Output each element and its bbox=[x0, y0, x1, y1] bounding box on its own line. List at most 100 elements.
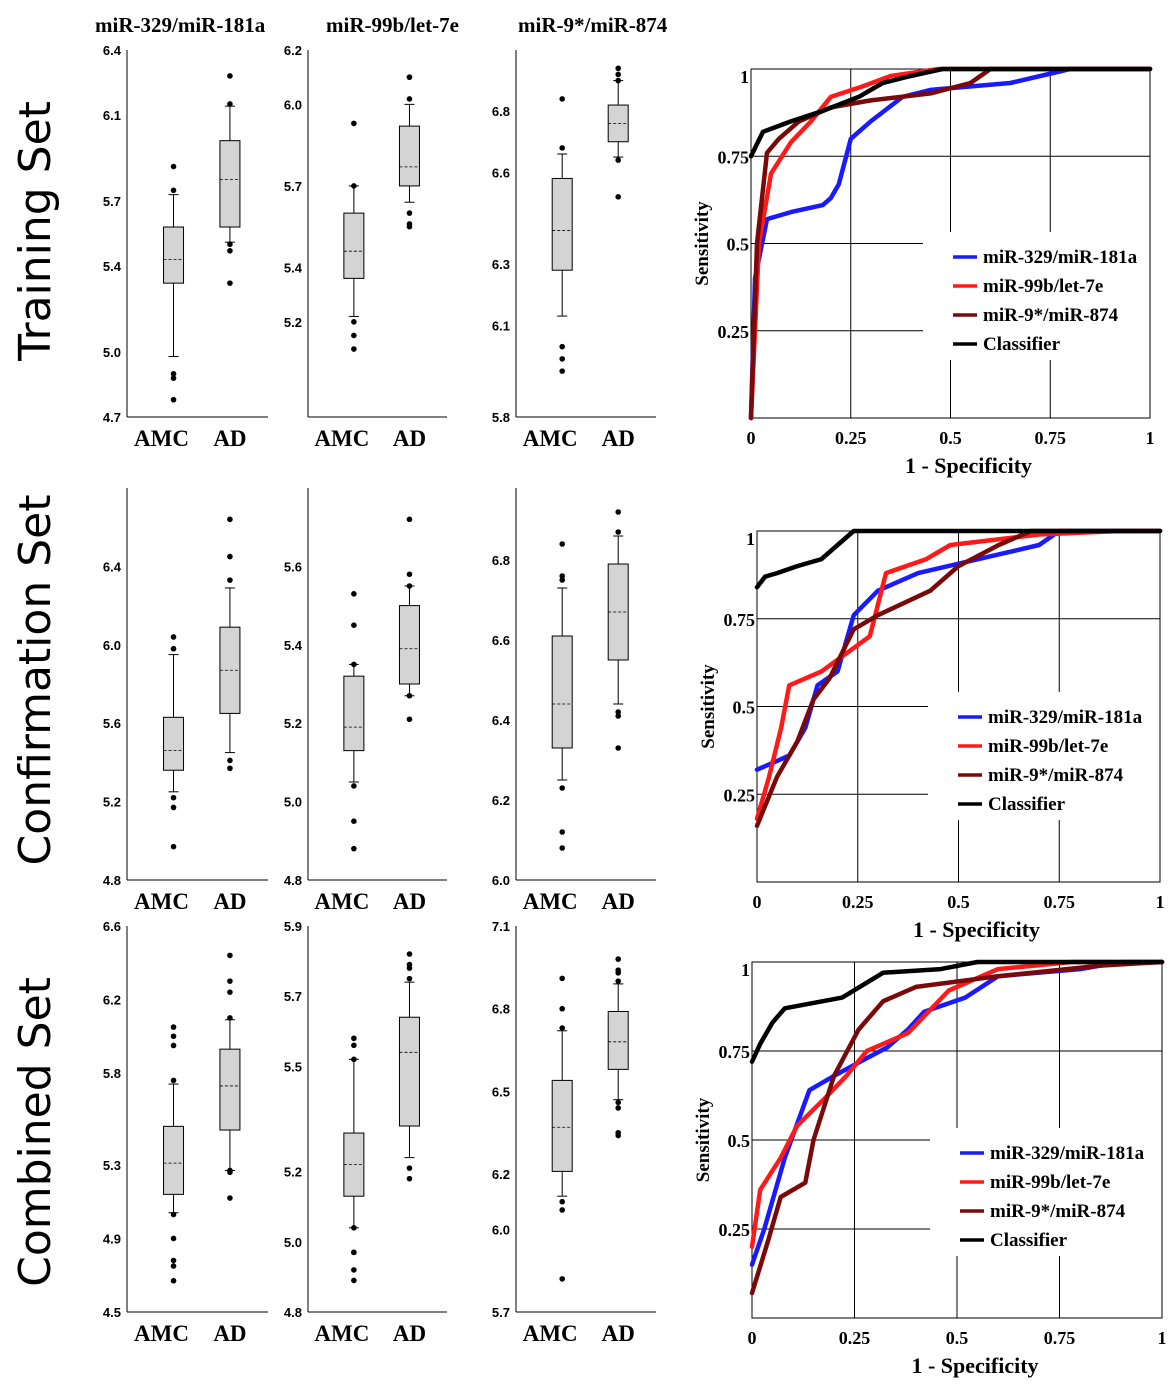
y-tick-label: 6.0 bbox=[492, 873, 510, 888]
outlier-point bbox=[227, 952, 233, 959]
legend-background bbox=[942, 692, 1154, 820]
outlier-point bbox=[615, 745, 621, 751]
box-iqr bbox=[398, 125, 420, 187]
outlier-point bbox=[351, 591, 357, 597]
y-tick-label: 6.3 bbox=[492, 257, 510, 272]
y-tick-label: 5.7 bbox=[284, 989, 302, 1004]
y-tick-label: 0.75 bbox=[724, 610, 756, 630]
outlier-point bbox=[406, 1165, 413, 1171]
group-label-amc: AMC bbox=[134, 426, 189, 451]
outlier-point bbox=[170, 1211, 177, 1218]
row-label-confirmation: Confirmation Set bbox=[10, 495, 61, 866]
legend-label-2: miR-99b/let-7e bbox=[983, 276, 1103, 297]
outlier-point bbox=[406, 516, 413, 523]
outlier-point bbox=[559, 975, 565, 982]
outlier-point bbox=[559, 145, 565, 151]
outlier-point bbox=[559, 1005, 565, 1012]
roc-combined: 0 0.25 0.5 0.75 1 0.25 0.5 0.75 1 1 - Specificity… bbox=[693, 959, 1167, 1378]
group-label-ad: AD bbox=[213, 1321, 246, 1346]
x-tick-label: 0 bbox=[747, 428, 756, 448]
y-tick-label: 5.8 bbox=[492, 410, 510, 425]
outlier-point bbox=[559, 573, 565, 579]
outlier-point bbox=[351, 1056, 357, 1063]
outlier-point bbox=[559, 368, 565, 374]
column-title-3: miR-9*/miR-874 bbox=[518, 13, 668, 37]
outlier-point bbox=[351, 120, 357, 127]
x-axis-label: 1 - Specificity bbox=[911, 1353, 1038, 1378]
outlier-point bbox=[615, 194, 621, 200]
outlier-point bbox=[351, 1267, 357, 1273]
box-iqr bbox=[219, 1048, 241, 1131]
outlier-point bbox=[227, 516, 233, 523]
boxplot-combined-mir329: 4.5 4.9 5.3 5.8 6.2 6.6 AMC AD bbox=[103, 919, 268, 1346]
outlier-point bbox=[615, 157, 621, 163]
outlier-point bbox=[406, 210, 413, 216]
y-tick-label: 6.6 bbox=[103, 919, 121, 934]
outlier-point bbox=[351, 319, 357, 325]
y-tick-label: 0.5 bbox=[728, 1131, 751, 1151]
y-axis-label: Sensitivity bbox=[692, 201, 713, 286]
roc-line-series-4 bbox=[749, 959, 1165, 1064]
y-tick-label: 5.2 bbox=[284, 315, 302, 330]
box-iqr bbox=[551, 635, 573, 749]
group-label-ad: AD bbox=[602, 426, 635, 451]
outlier-point bbox=[559, 96, 565, 102]
outlier-point bbox=[406, 223, 413, 230]
y-tick-label: 6.1 bbox=[492, 318, 510, 333]
outlier-point bbox=[406, 716, 413, 723]
y-tick-label: 5.8 bbox=[103, 1066, 121, 1081]
legend-label-4: Classifier bbox=[990, 1230, 1068, 1251]
outlier-point bbox=[559, 1207, 565, 1213]
y-tick-label: 6.4 bbox=[103, 43, 122, 58]
y-tick-label: 5.7 bbox=[284, 179, 302, 194]
outlier-point bbox=[406, 74, 413, 80]
legend-label-1: miR-329/miR-181a bbox=[990, 1143, 1145, 1164]
y-tick-label: 0.25 bbox=[719, 1220, 751, 1240]
x-tick-label: 0.75 bbox=[1044, 892, 1076, 912]
outlier-point bbox=[559, 1198, 565, 1205]
y-tick-label: 6.2 bbox=[492, 1167, 510, 1182]
outlier-point bbox=[227, 553, 233, 560]
y-tick-label: 6.2 bbox=[492, 793, 510, 808]
outlier-point bbox=[615, 1132, 621, 1139]
x-axis-label: 1 - Specificity bbox=[905, 453, 1032, 478]
outlier-point bbox=[170, 645, 177, 652]
y-tick-label: 6.8 bbox=[492, 104, 510, 119]
outlier-point bbox=[406, 975, 413, 982]
group-label-amc: AMC bbox=[314, 1321, 369, 1346]
roc-line-series-4 bbox=[754, 528, 1163, 590]
y-tick-label: 5.0 bbox=[284, 795, 302, 810]
x-tick-label: 0.5 bbox=[947, 892, 970, 912]
y-tick-label: 1 bbox=[741, 960, 750, 980]
roc-training: 0 0.25 0.5 0.75 1 0.25 0.5 0.75 1 1 - Specificity… bbox=[692, 66, 1155, 478]
group-label-ad: AD bbox=[213, 889, 246, 914]
outlier-point bbox=[615, 709, 621, 715]
outlier-point bbox=[559, 785, 565, 791]
roc-confirmation: 0 0.25 0.5 0.75 1 0.25 0.5 0.75 1 1 - Specificity… bbox=[698, 528, 1165, 942]
roc-line-series-3 bbox=[749, 959, 1165, 1296]
y-tick-label: 0.25 bbox=[724, 785, 756, 805]
legend-label-4: Classifier bbox=[983, 334, 1061, 355]
boxplot-confirmation-mir99b: 4.8 5.0 5.2 5.4 5.6 AMC AD bbox=[284, 488, 447, 914]
outlier-point bbox=[170, 634, 177, 640]
roc-line-series-1 bbox=[748, 66, 1153, 421]
outlier-point bbox=[170, 163, 177, 170]
y-tick-label: 0.25 bbox=[718, 322, 750, 342]
outlier-point bbox=[615, 967, 621, 973]
group-label-amc: AMC bbox=[523, 889, 578, 914]
outlier-point bbox=[559, 343, 565, 350]
y-tick-label: 5.5 bbox=[284, 1059, 302, 1074]
y-tick-label: 6.4 bbox=[103, 559, 122, 574]
group-label-ad: AD bbox=[602, 889, 635, 914]
group-label-ad: AD bbox=[602, 1321, 635, 1346]
y-tick-label: 6.6 bbox=[492, 633, 510, 648]
outlier-point bbox=[227, 978, 233, 984]
x-tick-label: 1 bbox=[1146, 428, 1155, 448]
outlier-point bbox=[227, 247, 233, 254]
y-tick-label: 6.2 bbox=[284, 43, 302, 58]
outlier-point bbox=[351, 622, 357, 628]
outlier-point bbox=[615, 1105, 621, 1111]
y-tick-label: 4.9 bbox=[103, 1231, 121, 1246]
box-iqr bbox=[163, 716, 185, 771]
group-label-ad: AD bbox=[393, 1321, 426, 1346]
